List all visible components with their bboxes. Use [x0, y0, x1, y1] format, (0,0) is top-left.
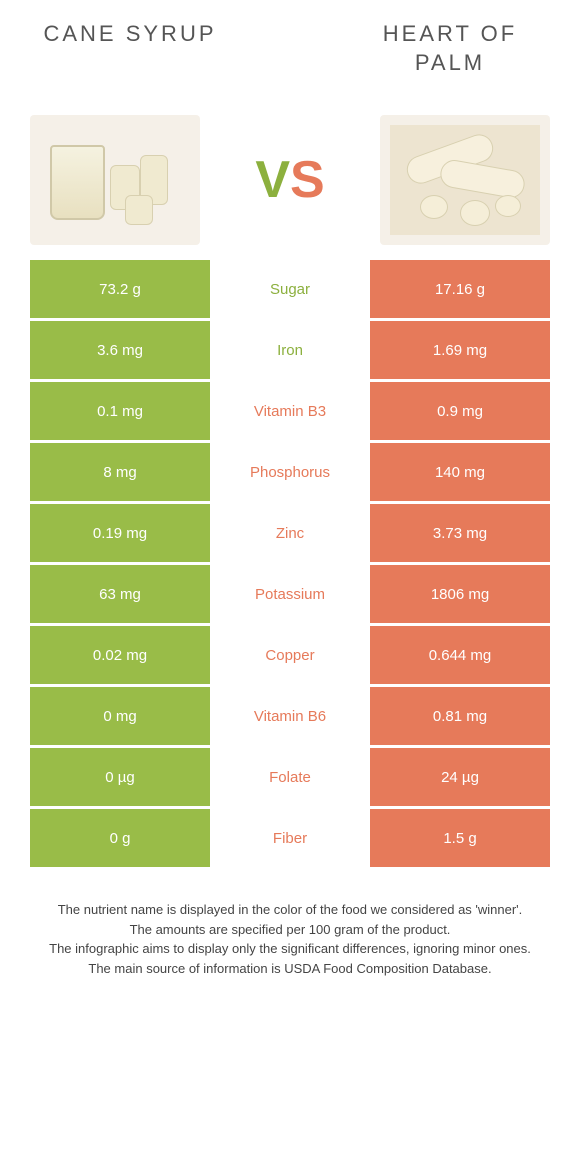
heart-of-palm-illustration: [390, 125, 540, 235]
value-left: 0 mg: [30, 687, 210, 745]
value-left: 3.6 mg: [30, 321, 210, 379]
value-left: 63 mg: [30, 565, 210, 623]
value-left: 73.2 g: [30, 260, 210, 318]
value-right: 17.16 g: [370, 260, 550, 318]
nutrient-label: Folate: [210, 748, 370, 806]
value-right: 24 µg: [370, 748, 550, 806]
value-left: 0 g: [30, 809, 210, 867]
value-right: 0.81 mg: [370, 687, 550, 745]
value-left: 0.02 mg: [30, 626, 210, 684]
value-right: 1.69 mg: [370, 321, 550, 379]
footer-line: The infographic aims to display only the…: [30, 939, 550, 959]
nutrient-label: Phosphorus: [210, 443, 370, 501]
vs-label: VS: [255, 150, 324, 210]
table-row: 63 mgPotassium1806 mg: [30, 565, 550, 623]
footer-line: The main source of information is USDA F…: [30, 959, 550, 979]
nutrient-label: Copper: [210, 626, 370, 684]
table-row: 73.2 gSugar17.16 g: [30, 260, 550, 318]
cane-syrup-illustration: [40, 125, 190, 235]
food-image-right: [380, 115, 550, 245]
value-right: 0.9 mg: [370, 382, 550, 440]
food-title-right: HEART OF PALM: [350, 20, 550, 100]
value-right: 1806 mg: [370, 565, 550, 623]
footer-line: The nutrient name is displayed in the co…: [30, 900, 550, 920]
table-row: 0 gFiber1.5 g: [30, 809, 550, 867]
value-right: 3.73 mg: [370, 504, 550, 562]
header: CANE SYRUP HEART OF PALM: [0, 0, 580, 100]
value-left: 0.1 mg: [30, 382, 210, 440]
value-left: 0.19 mg: [30, 504, 210, 562]
nutrient-table: 73.2 gSugar17.16 g3.6 mgIron1.69 mg0.1 m…: [0, 260, 580, 867]
footer-notes: The nutrient name is displayed in the co…: [0, 870, 580, 978]
images-row: VS: [0, 100, 580, 260]
nutrient-label: Sugar: [210, 260, 370, 318]
value-left: 8 mg: [30, 443, 210, 501]
table-row: 3.6 mgIron1.69 mg: [30, 321, 550, 379]
table-row: 0.1 mgVitamin B30.9 mg: [30, 382, 550, 440]
food-image-left: [30, 115, 200, 245]
nutrient-label: Potassium: [210, 565, 370, 623]
vs-v: V: [255, 150, 290, 210]
table-row: 0.19 mgZinc3.73 mg: [30, 504, 550, 562]
table-row: 0 µgFolate24 µg: [30, 748, 550, 806]
value-right: 140 mg: [370, 443, 550, 501]
nutrient-label: Vitamin B3: [210, 382, 370, 440]
footer-line: The amounts are specified per 100 gram o…: [30, 920, 550, 940]
nutrient-label: Vitamin B6: [210, 687, 370, 745]
nutrient-label: Zinc: [210, 504, 370, 562]
food-title-left: CANE SYRUP: [30, 20, 230, 100]
nutrient-label: Fiber: [210, 809, 370, 867]
value-right: 0.644 mg: [370, 626, 550, 684]
table-row: 8 mgPhosphorus140 mg: [30, 443, 550, 501]
table-row: 0 mgVitamin B60.81 mg: [30, 687, 550, 745]
table-row: 0.02 mgCopper0.644 mg: [30, 626, 550, 684]
nutrient-label: Iron: [210, 321, 370, 379]
vs-s: S: [290, 150, 325, 210]
value-right: 1.5 g: [370, 809, 550, 867]
value-left: 0 µg: [30, 748, 210, 806]
